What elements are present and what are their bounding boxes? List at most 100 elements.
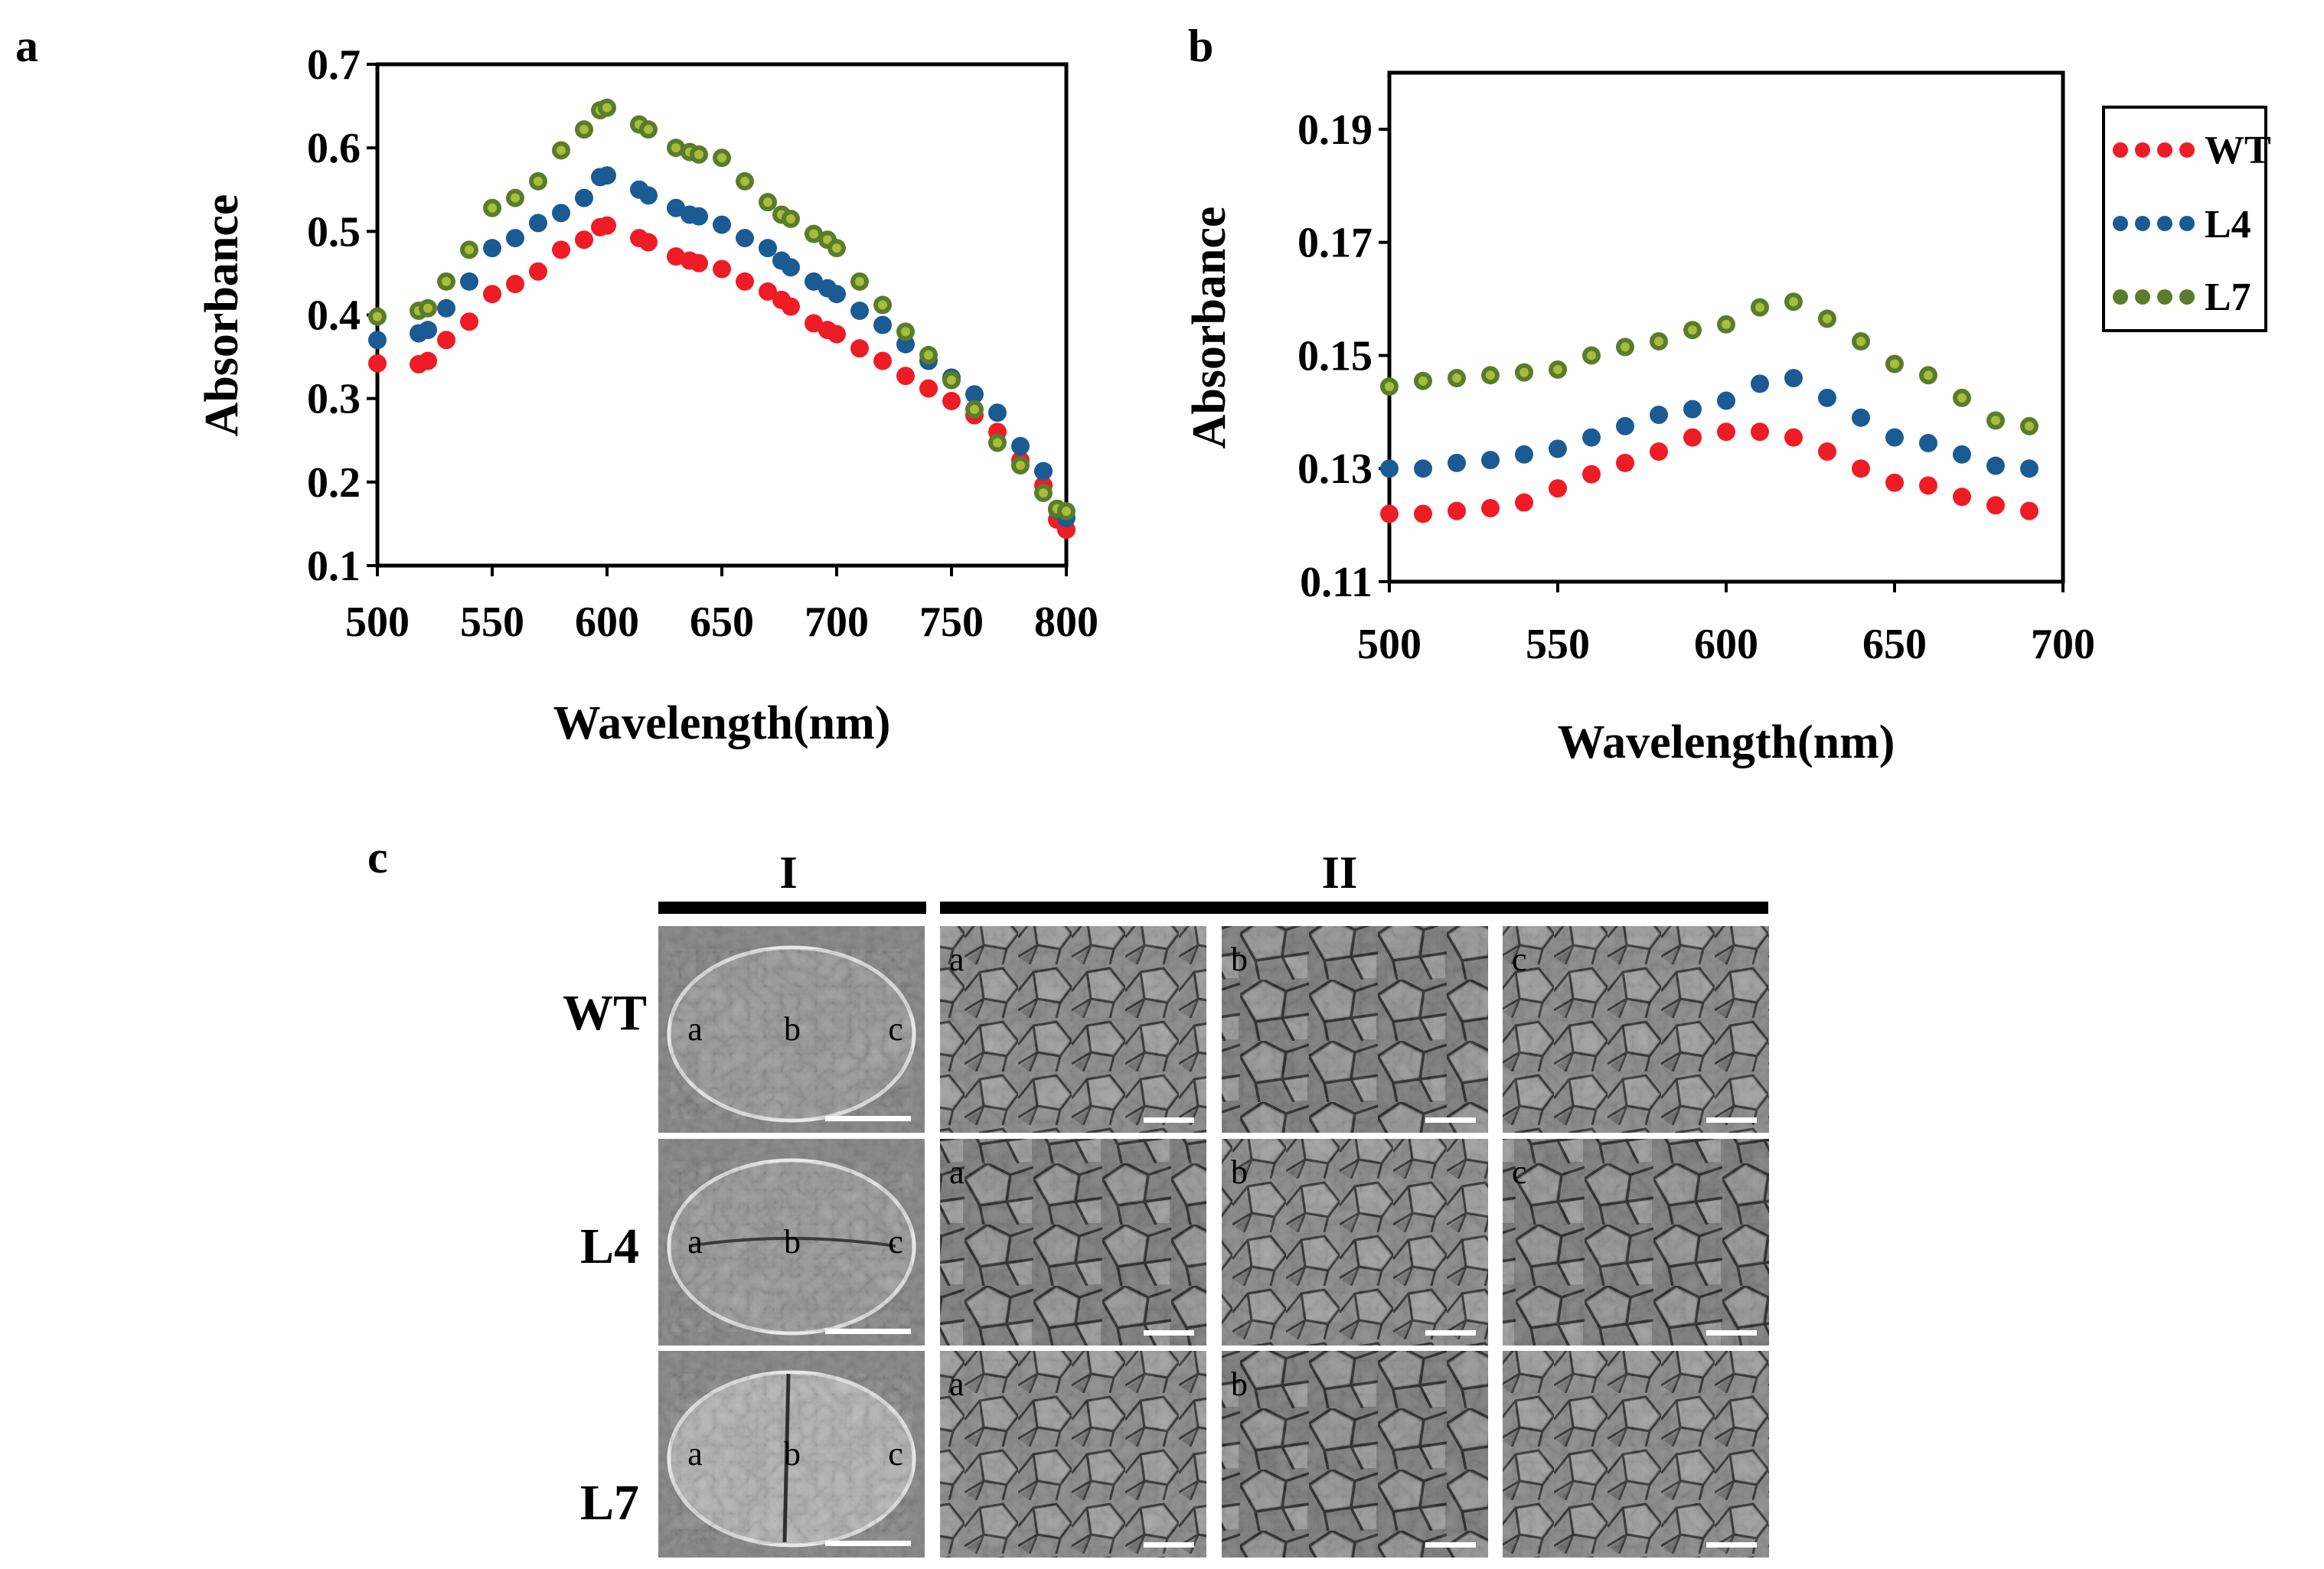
legend-label-l4: L4 bbox=[2205, 203, 2251, 246]
chart-a-point-l7-core bbox=[993, 438, 1002, 448]
chart-a-point-l7-core bbox=[511, 193, 520, 203]
micrograph-wt-detail-3: c bbox=[1503, 926, 1769, 1133]
chart-a-ytick-label: 0.3 bbox=[307, 376, 361, 423]
legend-marker-wt bbox=[2113, 142, 2128, 158]
legend-marker-l4 bbox=[2157, 216, 2172, 231]
chart-a-point-l4 bbox=[988, 403, 1007, 422]
chart-b-point-l4 bbox=[1986, 456, 2005, 475]
group-II-label: II bbox=[1322, 847, 1358, 898]
chart-b-point-l4 bbox=[1448, 453, 1466, 472]
chart-a-series-l4 bbox=[368, 166, 1076, 527]
chart-a-point-l4 bbox=[437, 298, 455, 318]
chart-a-ytick-label: 0.1 bbox=[307, 543, 361, 590]
chart-b-point-l7-core bbox=[1587, 351, 1596, 360]
chart-a-point-wt bbox=[736, 272, 754, 291]
detail-region-label: a bbox=[949, 941, 965, 978]
chart-b-point-l7-core bbox=[1519, 367, 1529, 377]
chart-b-point-l7-core bbox=[1924, 370, 1933, 380]
chart-a-point-wt bbox=[942, 391, 961, 410]
chart-a-point-l7-core bbox=[717, 153, 726, 163]
chart-b-point-l7-core bbox=[1755, 302, 1764, 312]
chart-a-point-l4 bbox=[713, 215, 731, 234]
chart-a-point-wt bbox=[919, 379, 938, 398]
chart-b-point-wt bbox=[1549, 479, 1567, 498]
micrograph-l7-detail-1: a bbox=[940, 1351, 1206, 1558]
chart-a-point-l7-core bbox=[534, 176, 543, 186]
chart-b-xtick-label: 500 bbox=[1357, 621, 1421, 668]
chart-b-point-wt bbox=[1953, 488, 1971, 507]
chart-a-point-l7-core bbox=[878, 300, 887, 310]
detail-region-label: b bbox=[1231, 1153, 1248, 1191]
chart-a-point-l7-core bbox=[644, 125, 653, 135]
micrograph-wt-overview: a b c bbox=[658, 926, 925, 1133]
chart-b-xtick-label: 550 bbox=[1526, 621, 1590, 668]
chart-b-point-wt bbox=[1852, 459, 1870, 478]
micrograph-l7-detail-2: b bbox=[1222, 1351, 1488, 1558]
legend-marker-l4 bbox=[2113, 216, 2128, 231]
chart-a-point-l7-core bbox=[901, 327, 910, 337]
scale-bar bbox=[1144, 1330, 1194, 1336]
detail-region-label: c bbox=[1512, 941, 1527, 978]
chart-a-point-l7-core bbox=[602, 103, 612, 113]
chart-a-point-l7-core bbox=[970, 404, 979, 414]
chart-a-point-l7-core bbox=[947, 375, 956, 385]
chart-a-point-wt bbox=[713, 259, 731, 279]
chart-a-point-l4 bbox=[850, 302, 869, 321]
chart-a-point-wt bbox=[598, 216, 616, 235]
scale-bar bbox=[1425, 1330, 1476, 1336]
chart-b-point-l7-core bbox=[1654, 336, 1663, 346]
chart-b-point-wt bbox=[1616, 453, 1634, 472]
chart-a-point-l4 bbox=[1034, 462, 1053, 481]
chart-a-point-l4 bbox=[483, 239, 501, 258]
chart-a-point-l4 bbox=[782, 258, 800, 277]
chart-a-point-wt bbox=[850, 339, 869, 358]
chart-b-xtick-label: 600 bbox=[1694, 621, 1758, 668]
chart-a-point-l7-core bbox=[1016, 461, 1025, 470]
chart-a-point-l7-core bbox=[373, 312, 382, 321]
detail-region-label: b bbox=[1231, 941, 1248, 978]
chart-b-point-l4 bbox=[1481, 451, 1500, 470]
overview-region-label: a bbox=[687, 1223, 703, 1261]
legend-marker-l7 bbox=[2113, 289, 2128, 305]
chart-b-point-l4 bbox=[1818, 388, 1836, 407]
chart-b-xtick-label: 700 bbox=[2031, 621, 2095, 668]
chart-a-xtick-label: 650 bbox=[690, 599, 754, 646]
legend-label-wt: WT bbox=[2205, 129, 2271, 172]
chart-a-point-l4 bbox=[368, 331, 387, 350]
chart-a-point-l4 bbox=[506, 229, 524, 248]
chart-a-point-l7-core bbox=[763, 197, 772, 207]
chart-a: 0.1 0.2 0.3 0.4 0.5 0.6 0.7 500 550 600 650 700 750… bbox=[196, 41, 1098, 749]
group-I-label: I bbox=[779, 847, 797, 898]
chart-a-xtick-label: 600 bbox=[575, 599, 639, 646]
chart-b-point-wt bbox=[1414, 504, 1432, 524]
chart-a-point-l4 bbox=[965, 385, 984, 404]
overview-region-label: b bbox=[784, 1435, 801, 1473]
chart-b-point-l4 bbox=[1414, 459, 1432, 478]
chart-a-ytick-label: 0.6 bbox=[307, 125, 361, 172]
chart-b-point-wt bbox=[1919, 476, 1937, 495]
chart-b-point-l4 bbox=[1683, 400, 1702, 419]
overview-region-label: c bbox=[888, 1223, 903, 1261]
chart-b-point-l7-core bbox=[1789, 297, 1798, 307]
micrograph-wt-detail-2: b bbox=[1222, 926, 1488, 1133]
chart-a-point-wt bbox=[896, 367, 915, 386]
chart-a-point-l4 bbox=[639, 186, 658, 205]
overview-region-label: b bbox=[784, 1010, 801, 1048]
chart-a-point-l7-core bbox=[465, 245, 474, 255]
chart-b-point-l4 bbox=[1784, 369, 1803, 387]
chart-a-ytick-label: 0.2 bbox=[307, 459, 361, 507]
chart-b-point-l4 bbox=[1515, 445, 1533, 464]
row-label-l4: L4 bbox=[580, 1218, 639, 1274]
chart-b-series-l4 bbox=[1380, 369, 2038, 478]
chart-a-xtick-label: 550 bbox=[460, 599, 524, 646]
chart-a-point-l4 bbox=[736, 229, 754, 248]
chart-a-point-l7-core bbox=[579, 125, 589, 135]
chart-b-point-l7-core bbox=[1688, 325, 1697, 335]
overview-region-label: c bbox=[888, 1435, 903, 1473]
chart-a-point-l4 bbox=[419, 321, 437, 340]
chart-a-ylabel: Absorbance bbox=[196, 194, 248, 437]
legend-marker-l7 bbox=[2135, 289, 2150, 305]
chart-b-point-l4 bbox=[1751, 374, 1769, 393]
panel-a-label: a bbox=[15, 21, 38, 71]
scale-bar bbox=[1706, 1330, 1757, 1336]
